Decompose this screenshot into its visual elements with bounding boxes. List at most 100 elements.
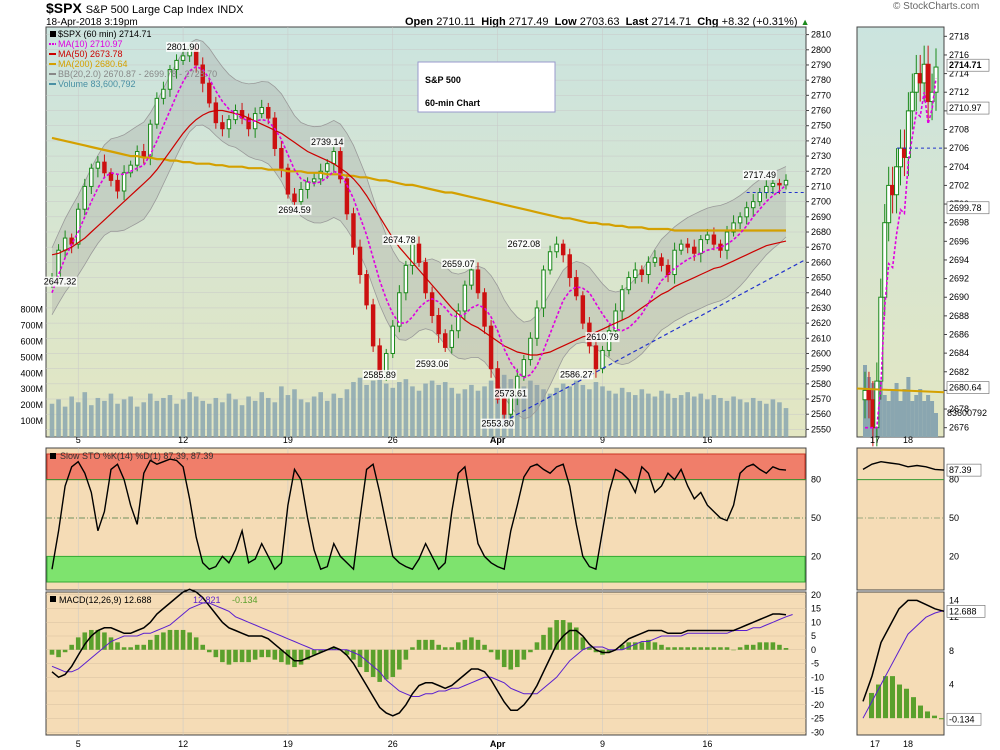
price-annotation: 2801.90: [167, 42, 200, 52]
mini-volume-bar: [918, 389, 923, 437]
candle-body: [692, 246, 697, 254]
candle-body: [174, 59, 179, 71]
macd-legend-swatch: [50, 596, 56, 602]
volume-bar: [665, 393, 671, 437]
volume-bar: [541, 389, 546, 437]
candle-body: [678, 243, 684, 251]
macd-histogram-bar: [56, 649, 61, 658]
candle-body: [325, 163, 330, 172]
candle-body: [298, 188, 304, 203]
macd-tick-label: -15: [811, 686, 824, 696]
candle-body: [292, 193, 297, 203]
mini-macd-histogram-bar: [932, 715, 937, 719]
mini-ma200-line: [856, 387, 945, 394]
mini-macd-value: 12.688: [949, 606, 977, 616]
mini-bb-value: 2699.78: [949, 203, 982, 213]
macd-signal-line: [51, 602, 793, 697]
low-label: Low: [554, 16, 577, 28]
high-value: 2717.49: [508, 16, 549, 28]
volume-bar: [324, 400, 330, 437]
candle-body: [226, 119, 232, 130]
macd-signal-legend: 12.821: [193, 595, 221, 605]
price-tick-label: 2580: [811, 379, 831, 389]
volume-bar: [632, 395, 638, 437]
volume-bar: [134, 406, 140, 437]
macd-histogram-bar: [220, 649, 225, 663]
candle-body: [639, 269, 645, 276]
volume-bar: [475, 390, 481, 437]
candle-body: [737, 216, 743, 224]
macd-histogram-bar: [410, 647, 415, 650]
candle-body: [351, 213, 356, 248]
volume-bar: [187, 392, 192, 437]
symbol-description: S&P 500 Large Cap Index: [85, 4, 214, 16]
price-tick-label: 2740: [811, 136, 831, 146]
volume-bar: [108, 393, 114, 437]
open-value: 2710.11: [436, 16, 476, 28]
volume-bar: [554, 387, 559, 437]
mini-time-tick-label-bottom: 18: [903, 739, 913, 749]
macd-histogram-bar: [567, 622, 573, 650]
mini-candle-body: [894, 166, 900, 196]
mini-ma200-value: 2680.64: [949, 383, 982, 393]
volume-bar: [737, 399, 743, 437]
volume-bar: [102, 400, 107, 437]
volume-bar: [239, 405, 245, 437]
volume-bar: [69, 396, 74, 437]
candle-body: [305, 181, 310, 190]
volume-bar: [456, 393, 461, 437]
candle-body: [488, 325, 494, 370]
candle-body: [377, 345, 382, 373]
price-annotation: 2717.49: [744, 170, 777, 180]
volume-bar: [560, 383, 566, 437]
macd-histogram-bar: [233, 649, 238, 663]
candle-body: [279, 147, 284, 169]
price-legend-entry: MA(50) 2673.78: [58, 49, 123, 59]
price-annotation: 2659.07: [442, 259, 475, 269]
mini-stochastic-line: [862, 460, 945, 471]
volume-bar: [587, 389, 592, 437]
exchange-text: INDX: [217, 4, 244, 16]
volume-bar: [403, 379, 409, 437]
bollinger-band-fill: [52, 39, 786, 419]
volume-bar: [141, 402, 147, 437]
volume-bar: [469, 384, 474, 437]
price-annotation: 2593.06: [416, 359, 449, 369]
price-tick-label: 2600: [811, 348, 831, 358]
macd-histogram-bar: [554, 620, 559, 650]
volume-bar: [200, 400, 206, 437]
macd-histogram-bar: [174, 629, 179, 650]
price-tick-label: 2670: [811, 242, 831, 252]
volume-bar: [377, 376, 382, 437]
macd-histogram-bar: [49, 649, 55, 655]
price-tick-label: 2730: [811, 151, 831, 161]
mini-candle-body: [866, 389, 872, 401]
overbought-zone: [46, 453, 806, 481]
candle-body: [731, 222, 736, 233]
open-label: Open: [405, 16, 434, 28]
volume-bar: [449, 387, 455, 437]
mini-candle-body: [925, 63, 931, 103]
macd-histogram-bar: [95, 629, 101, 650]
macd-histogram-bar: [154, 634, 160, 650]
volume-bar: [764, 403, 769, 437]
volume-bar: [246, 396, 251, 437]
macd-histogram-bar: [403, 649, 409, 660]
mini-price-tick-label: 2694: [949, 255, 969, 265]
annotation-bg: [310, 137, 345, 148]
volume-bar: [652, 396, 658, 437]
volume-bar: [338, 397, 343, 437]
mini-macd-signal-line: [862, 610, 945, 719]
ma50-line: [51, 109, 787, 356]
price-legend-entry: $SPX (60 min) 2714.71: [58, 29, 152, 39]
macd-histogram-bar: [501, 649, 507, 668]
volume-tick-label: 400M: [20, 368, 43, 378]
macd-histogram-bar: [272, 649, 278, 660]
macd-histogram-bar: [62, 649, 68, 653]
candle-body: [390, 325, 396, 354]
candle-body: [121, 172, 127, 192]
mini-volume-bar: [882, 395, 887, 437]
candle-body: [344, 178, 350, 215]
candle-body: [475, 269, 481, 294]
macd-histogram-bar: [705, 647, 710, 650]
